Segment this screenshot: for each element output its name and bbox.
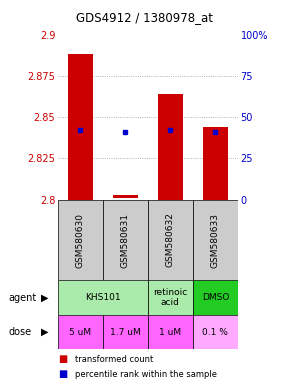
Text: GSM580630: GSM580630 [76,212,85,268]
Text: agent: agent [9,293,37,303]
Text: ■: ■ [58,369,67,379]
Bar [148,280,193,315]
Text: GSM580632: GSM580632 [166,213,175,267]
Text: retinoic
acid: retinoic acid [153,288,188,307]
Bar [58,280,148,315]
Text: ▶: ▶ [41,327,49,337]
Text: ▶: ▶ [41,293,49,303]
Bar [148,315,193,349]
Bar [203,127,228,200]
Bar [193,200,238,280]
Bar [58,200,103,280]
Text: 0.1 %: 0.1 % [202,328,228,337]
Text: GDS4912 / 1380978_at: GDS4912 / 1380978_at [77,12,213,25]
Text: KHS101: KHS101 [85,293,121,302]
Bar [158,94,183,200]
Text: dose: dose [9,327,32,337]
Text: GSM580633: GSM580633 [211,212,220,268]
Text: transformed count: transformed count [75,354,154,364]
Text: ■: ■ [58,354,67,364]
Bar [103,200,148,280]
Text: percentile rank within the sample: percentile rank within the sample [75,370,218,379]
Bar [113,195,138,198]
Text: 5 uM: 5 uM [69,328,92,337]
Bar [148,200,193,280]
Bar [103,315,148,349]
Bar [68,55,93,200]
Bar [58,315,103,349]
Text: 1.7 uM: 1.7 uM [110,328,141,337]
Text: DMSO: DMSO [202,293,229,302]
Bar [193,280,238,315]
Bar [193,315,238,349]
Text: GSM580631: GSM580631 [121,212,130,268]
Text: 1 uM: 1 uM [159,328,182,337]
